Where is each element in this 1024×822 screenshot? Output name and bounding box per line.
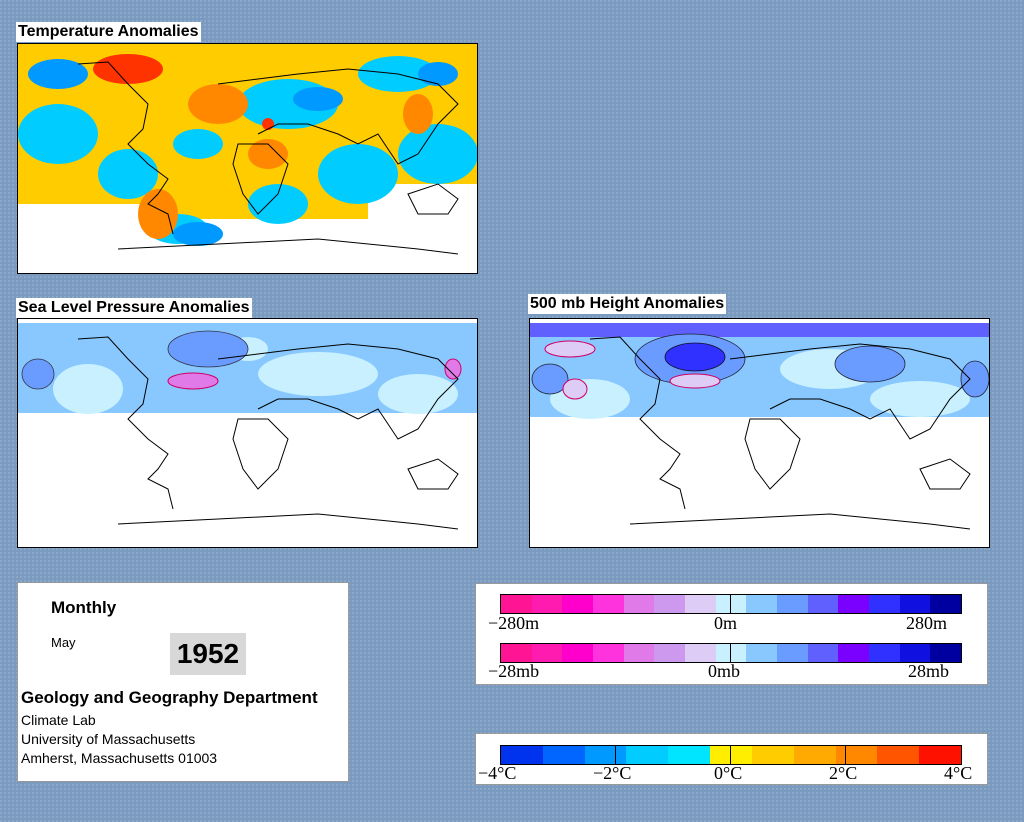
slp-swatch-13 [899,644,931,662]
temp-swatch-8 [835,746,878,764]
temp-tick-neg2 [615,746,616,764]
slp-swatch-11 [838,644,870,662]
temp-label-2: 2°C [829,763,858,783]
temperature-anomalies-map [17,43,478,274]
height-swatch-10 [807,595,839,613]
slp-swatch-1 [531,644,563,662]
height-swatch-9 [777,595,808,613]
temp-label-neg2: −2°C [593,763,632,783]
month-label: May [51,635,76,650]
address-label: Amherst, Massachusetts 01003 [21,750,218,766]
slp-swatch-7 [715,644,747,662]
height-slp-legend: −280m 0m 280m −28mb 0mb 28mb [475,583,988,685]
temperature-legend: −4°C −2°C 0°C 2°C 4°C [475,733,988,785]
height-map-graphic [530,323,989,530]
height-swatch-1 [531,595,563,613]
temp-label-0: 0°C [714,763,743,783]
period-label: Monthly [51,598,117,617]
height-swatch-5 [654,595,686,613]
height-zero-label: 0m [714,613,738,633]
height-swatch-8 [746,595,778,613]
slp-colorbar [500,643,962,663]
temp-label-neg4: −4°C [478,763,517,783]
temp-swatch-4 [668,746,711,764]
slp-swatch-5 [654,644,686,662]
height-swatch-11 [838,595,870,613]
height-swatch-2 [562,595,594,613]
height-swatch-13 [899,595,931,613]
height-swatch-14 [930,595,962,613]
slp-map-graphic [18,323,477,530]
slp-swatch-6 [685,644,716,662]
year-display: 1952 [170,633,246,675]
height-swatch-12 [869,595,900,613]
height-anomalies-title: 500 mb Height Anomalies [528,294,727,314]
height-swatch-7 [715,595,747,613]
info-box: Monthly May 1952 Geology and Geography D… [17,582,349,782]
slp-anomalies-title: Sea Level Pressure Anomalies [16,298,252,318]
slp-max-label: 28mb [908,661,950,681]
slp-swatch-14 [930,644,962,662]
height-zero-tick [730,595,731,613]
height-min-label: −280m [488,613,540,633]
slp-anomalies-map [17,318,478,548]
temp-swatch-0 [501,746,543,764]
height-colorbar [500,594,962,614]
height-swatch-4 [623,595,655,613]
lab-label: Climate Lab [21,712,96,728]
temp-swatch-3 [626,746,669,764]
slp-swatch-4 [623,644,655,662]
height-anomalies-map [529,318,990,548]
slp-swatch-9 [777,644,808,662]
university-label: University of Massachusetts [21,731,196,747]
slp-swatch-8 [746,644,778,662]
slp-zero-label: 0mb [708,661,741,681]
slp-swatch-2 [562,644,594,662]
slp-swatch-10 [807,644,839,662]
temperature-map-graphic [18,44,477,273]
slp-swatch-0 [501,644,532,662]
slp-swatch-12 [869,644,900,662]
slp-min-label: −28mb [488,661,540,681]
slp-swatch-3 [593,644,624,662]
temp-swatch-6 [751,746,794,764]
height-swatch-3 [593,595,624,613]
temp-swatch-2 [584,746,627,764]
height-swatch-6 [685,595,716,613]
height-swatch-0 [501,595,532,613]
department-label: Geology and Geography Department [21,688,318,707]
temp-swatch-10 [919,746,961,764]
slp-zero-tick [730,644,731,662]
temperature-anomalies-title: Temperature Anomalies [16,22,201,42]
temp-swatch-7 [793,746,836,764]
temp-tick-0 [730,746,731,764]
temperature-colorbar [500,745,962,765]
temp-label-4: 4°C [944,763,973,783]
temp-swatch-1 [542,746,585,764]
temp-tick-2 [845,746,846,764]
height-max-label: 280m [906,613,948,633]
temp-swatch-9 [877,746,920,764]
